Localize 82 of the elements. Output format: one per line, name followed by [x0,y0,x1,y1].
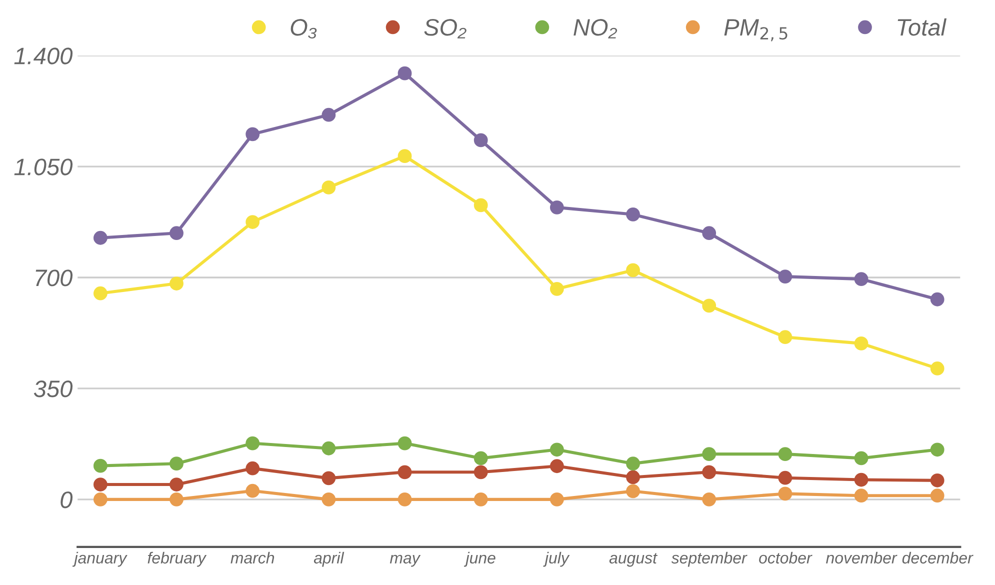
point [626,470,640,484]
x-tick-label: november [826,552,898,564]
point [930,362,944,376]
point [170,456,184,471]
point [170,276,184,290]
point [398,436,412,450]
point [170,226,184,240]
point [702,492,716,506]
x-tick-label: march [230,552,274,564]
point [626,207,640,222]
point [550,459,564,474]
y-tick-label: 700 [36,270,73,286]
legend-label: PM$_{2,5}$ [724,19,788,42]
x-tick-label: july [543,552,570,567]
x-tick-label: december [902,552,974,564]
point [626,263,640,278]
point [626,456,640,471]
x-tick-label: may [390,554,421,567]
point [854,451,868,466]
point [474,451,488,466]
legend-label: O₃ [290,19,317,38]
x-tick-label: september [671,552,748,567]
point [854,472,868,487]
point [702,226,716,240]
point [246,484,260,498]
x-tick-label: april [314,552,344,567]
point [474,465,488,480]
point [930,473,944,488]
point [93,286,108,300]
legend-label: NO₂ [574,19,618,38]
point [778,486,792,501]
point [778,330,792,344]
point [702,298,716,313]
legend-label: Total [898,18,947,36]
point [322,492,336,506]
point [398,66,412,80]
point [550,442,564,457]
x-tick-label: june [464,552,496,567]
point [930,292,944,306]
point [474,133,488,148]
point [322,180,336,194]
x-tick-label: january [72,552,128,567]
point [778,470,792,485]
point [930,488,944,503]
point [930,442,944,457]
point [626,484,640,498]
point [854,488,868,503]
point [702,465,716,480]
y-tick-label: 1.400 [14,48,73,64]
point [398,149,412,164]
point [474,492,488,506]
x-tick-label: october [759,552,812,564]
point [322,441,336,456]
y-tick-label: 1.050 [14,158,73,176]
point [170,478,184,492]
point [93,458,108,473]
point [93,230,108,245]
y-tick-label: 0 [60,491,73,508]
point [474,198,488,212]
point [550,492,564,506]
point [398,465,412,480]
point [854,272,868,286]
y-tick-label: 350 [34,380,73,398]
point [246,215,260,229]
point [550,282,564,296]
point [322,471,336,486]
point [854,336,868,350]
x-tick-label: february [148,552,207,567]
point [702,447,716,462]
point [246,436,260,450]
point [246,127,260,142]
legend-label: SO₂ [424,19,466,38]
point [550,200,564,214]
point [778,447,792,462]
point [398,492,412,506]
point [93,478,108,492]
point [778,270,792,284]
x-tick-label: august [609,553,658,567]
point [322,108,336,122]
point [93,492,108,506]
point [246,461,260,476]
point [170,492,184,506]
